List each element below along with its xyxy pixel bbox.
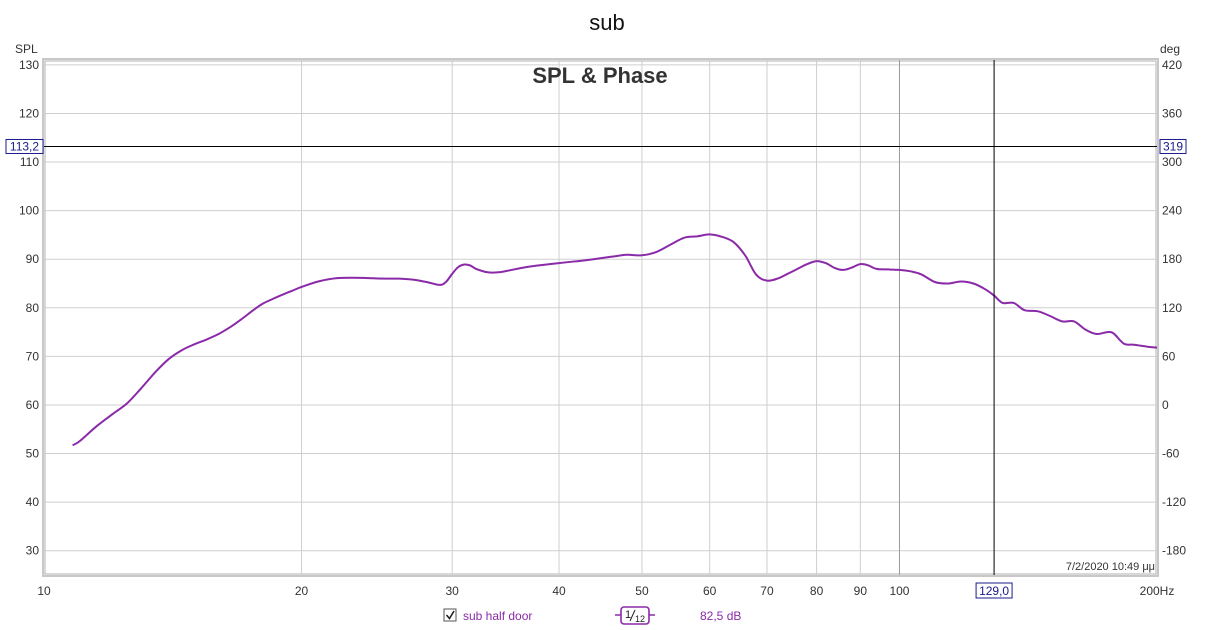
- y-tick-label-left: 80: [26, 301, 40, 315]
- y-tick-label-left: 70: [26, 349, 40, 363]
- y-tick-label-left: 110: [20, 155, 39, 169]
- x-tick-label: 20: [295, 584, 309, 598]
- plot-title: SPL & Phase: [532, 63, 667, 88]
- y-tick-label-right: 120: [1162, 301, 1182, 315]
- y-tick-label-right: -180: [1162, 544, 1186, 558]
- y-tick-label-left: 30: [26, 544, 40, 558]
- timestamp: 7/2/2020 10:49 μμ: [1066, 561, 1155, 573]
- y-tick-label-right: 60: [1162, 349, 1176, 363]
- y-tick-label-right: -120: [1162, 495, 1186, 509]
- x-tick-label: 30: [445, 584, 459, 598]
- y-tick-label-right: 0: [1162, 398, 1169, 412]
- x-tick-label: 90: [854, 584, 868, 598]
- legend-readout: 82,5 dB: [700, 609, 741, 623]
- x-tick-label: 10: [37, 584, 51, 598]
- y-tick-label-left: 50: [26, 447, 40, 461]
- plot-frame-outer: [42, 58, 1159, 577]
- y-tick-label-left: 90: [26, 252, 40, 266]
- y-tick-label-right: 360: [1162, 106, 1182, 120]
- cursor-y-right-box: [1159, 138, 1187, 154]
- smoothing-numerator: 1: [625, 609, 631, 621]
- checkmark-icon: [445, 610, 455, 620]
- y-tick-label-right: 420: [1162, 58, 1182, 72]
- y-tick-label-left: 60: [26, 398, 40, 412]
- x-tick-label: 40: [552, 584, 566, 598]
- y-tick-label-left: 100: [19, 204, 39, 218]
- y-tick-label-left: 40: [26, 495, 40, 509]
- cursor-x-box: [975, 582, 1013, 599]
- x-tick-label: 80: [810, 584, 824, 598]
- plot-area: [44, 60, 1157, 575]
- smoothing-denominator: 12: [635, 614, 645, 624]
- y-tick-label-right: -60: [1162, 447, 1180, 461]
- x-tick-label: 100: [889, 584, 909, 598]
- cursor-y-left-label: 113,2: [10, 139, 39, 153]
- y-tick-label-left: 130: [19, 58, 39, 72]
- y-tick-label-right: 180: [1162, 252, 1182, 266]
- y-tick-label-left: 120: [19, 106, 39, 120]
- x-tick-label: 50: [635, 584, 649, 598]
- cursor-y-left-box: [5, 138, 44, 154]
- y-axis-left-label: SPL: [15, 42, 38, 56]
- cursor-x-label: 129,0: [979, 584, 1009, 598]
- cursor-y-right-label: 319: [1163, 139, 1183, 153]
- fraction-slash: [629, 609, 636, 622]
- y-tick-label-right: 240: [1162, 204, 1182, 218]
- x-tick-label: 70: [760, 584, 774, 598]
- smoothing-button[interactable]: 1 12: [615, 606, 655, 625]
- chart-title: sub: [589, 10, 624, 35]
- x-tick-label: 200Hz: [1140, 584, 1175, 598]
- y-tick-label-right: 300: [1162, 155, 1182, 169]
- legend-series-label[interactable]: sub half door: [463, 609, 532, 623]
- legend: sub half door 1 12 82,5 dB: [443, 606, 741, 625]
- y-axis-right-label: deg: [1160, 42, 1180, 56]
- x-tick-label: 60: [703, 584, 717, 598]
